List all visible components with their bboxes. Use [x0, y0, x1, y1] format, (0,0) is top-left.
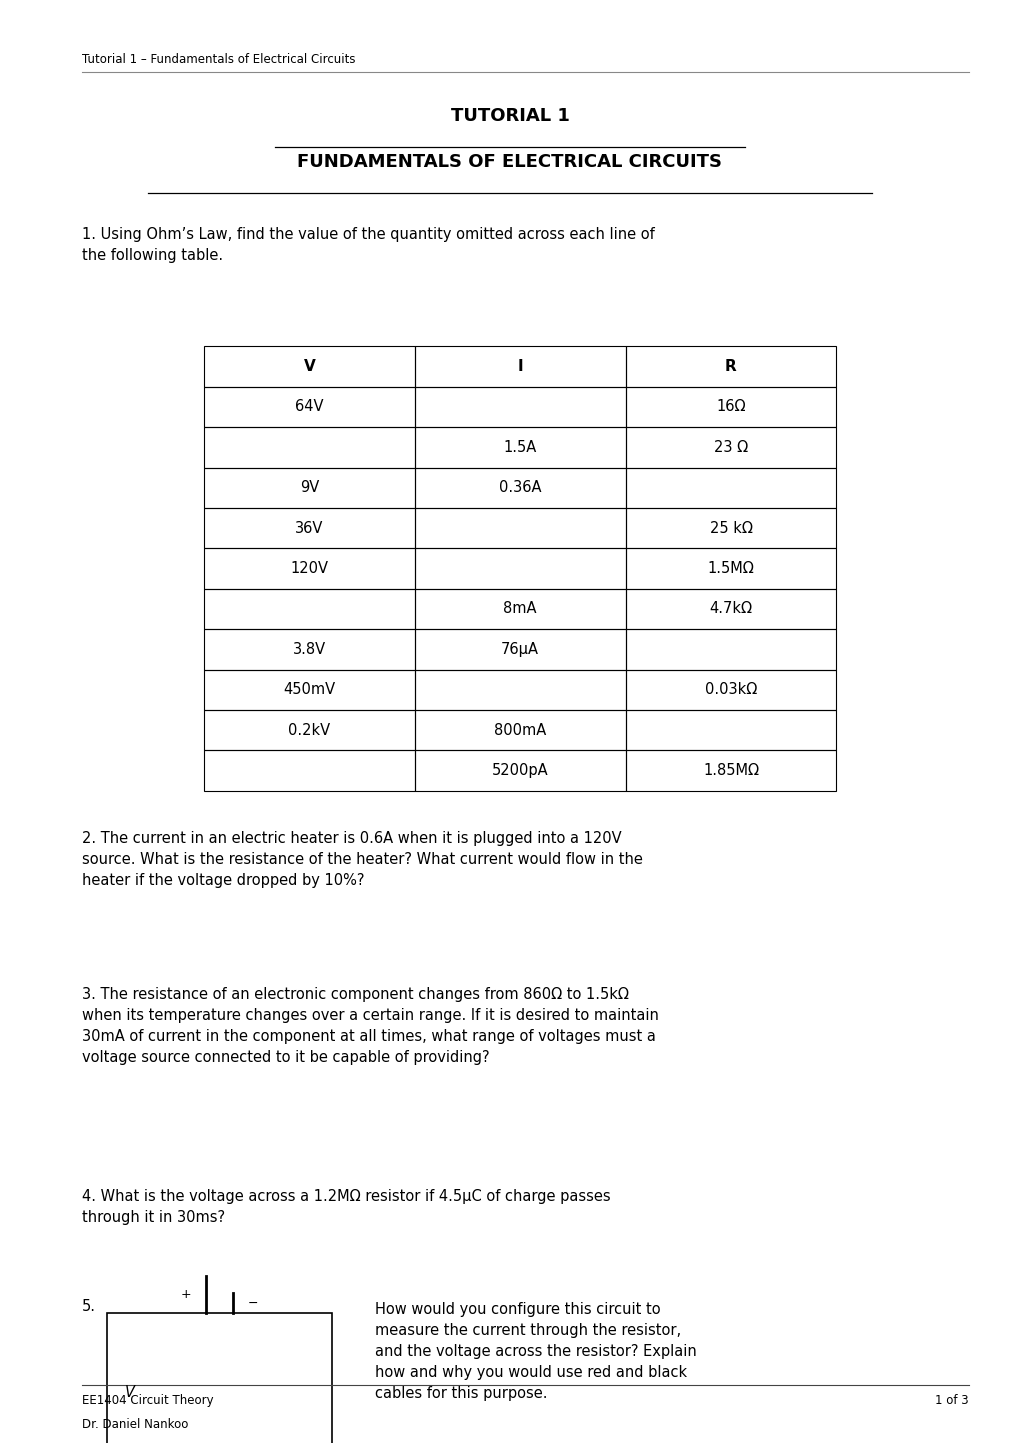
Text: 16Ω: 16Ω: [715, 400, 745, 414]
Text: 23 Ω: 23 Ω: [713, 440, 747, 455]
Bar: [415, 468, 625, 508]
Text: R: R: [725, 359, 736, 374]
Text: V: V: [124, 1385, 135, 1400]
Bar: [204, 346, 415, 387]
Bar: [415, 387, 625, 427]
Bar: [625, 670, 836, 710]
Text: V: V: [304, 359, 315, 374]
Text: 1.5A: 1.5A: [503, 440, 536, 455]
Text: FUNDAMENTALS OF ELECTRICAL CIRCUITS: FUNDAMENTALS OF ELECTRICAL CIRCUITS: [298, 153, 721, 170]
Text: 3.8V: 3.8V: [292, 642, 326, 657]
Bar: [204, 468, 415, 508]
Bar: [415, 750, 625, 791]
Text: 25 kΩ: 25 kΩ: [709, 521, 752, 535]
Bar: [415, 670, 625, 710]
Text: 8mA: 8mA: [503, 602, 536, 616]
Text: EE1404 Circuit Theory: EE1404 Circuit Theory: [82, 1394, 213, 1407]
Text: 1. Using Ohm’s Law, find the value of the quantity omitted across each line of
t: 1. Using Ohm’s Law, find the value of th…: [82, 227, 654, 263]
Bar: [204, 387, 415, 427]
Bar: [204, 589, 415, 629]
Bar: [625, 387, 836, 427]
Bar: [415, 629, 625, 670]
Bar: [107, 1313, 331, 1443]
Bar: [625, 629, 836, 670]
Bar: [204, 750, 415, 791]
Text: 4. What is the voltage across a 1.2MΩ resistor if 4.5μC of charge passes
through: 4. What is the voltage across a 1.2MΩ re…: [82, 1189, 609, 1225]
Bar: [204, 548, 415, 589]
Text: 800mA: 800mA: [493, 723, 546, 737]
Text: 0.03kΩ: 0.03kΩ: [704, 683, 756, 697]
Bar: [625, 710, 836, 750]
Bar: [625, 468, 836, 508]
Text: 120V: 120V: [290, 561, 328, 576]
Text: How would you configure this circuit to
measure the current through the resistor: How would you configure this circuit to …: [375, 1302, 696, 1401]
Bar: [625, 548, 836, 589]
Text: 9V: 9V: [300, 481, 319, 495]
Bar: [204, 710, 415, 750]
Text: +: +: [180, 1287, 191, 1302]
Text: 36V: 36V: [294, 521, 323, 535]
Bar: [204, 508, 415, 548]
Text: I: I: [517, 359, 523, 374]
Bar: [415, 346, 625, 387]
Bar: [415, 710, 625, 750]
Text: 1.85MΩ: 1.85MΩ: [702, 763, 758, 778]
Text: 5.: 5.: [82, 1299, 96, 1313]
Text: 1.5MΩ: 1.5MΩ: [707, 561, 754, 576]
Text: 4.7kΩ: 4.7kΩ: [709, 602, 752, 616]
Bar: [204, 629, 415, 670]
Text: 3. The resistance of an electronic component changes from 860Ω to 1.5kΩ
when its: 3. The resistance of an electronic compo…: [82, 987, 658, 1065]
Text: 5200pA: 5200pA: [491, 763, 548, 778]
Bar: [415, 548, 625, 589]
Bar: [625, 427, 836, 468]
Text: 0.2kV: 0.2kV: [288, 723, 330, 737]
Bar: [625, 589, 836, 629]
Text: 76μA: 76μA: [500, 642, 539, 657]
Bar: [415, 589, 625, 629]
Text: −: −: [248, 1296, 258, 1310]
Text: 0.36A: 0.36A: [498, 481, 541, 495]
Bar: [625, 346, 836, 387]
Text: 2. The current in an electric heater is 0.6A when it is plugged into a 120V
sour: 2. The current in an electric heater is …: [82, 831, 642, 889]
Bar: [204, 427, 415, 468]
Bar: [204, 670, 415, 710]
Text: Dr. Daniel Nankoo: Dr. Daniel Nankoo: [82, 1418, 187, 1431]
Text: 450mV: 450mV: [283, 683, 335, 697]
Bar: [415, 508, 625, 548]
Text: TUTORIAL 1: TUTORIAL 1: [450, 107, 569, 124]
Bar: [625, 508, 836, 548]
Text: 1 of 3: 1 of 3: [934, 1394, 968, 1407]
Bar: [415, 427, 625, 468]
Bar: [625, 750, 836, 791]
Text: Tutorial 1 – Fundamentals of Electrical Circuits: Tutorial 1 – Fundamentals of Electrical …: [82, 53, 355, 66]
Text: 64V: 64V: [294, 400, 323, 414]
